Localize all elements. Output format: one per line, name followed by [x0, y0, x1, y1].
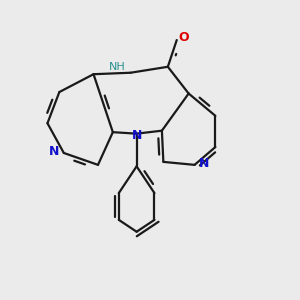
Text: N: N	[49, 145, 59, 158]
Text: N: N	[199, 157, 209, 170]
Text: NH: NH	[109, 62, 126, 72]
Text: N: N	[131, 129, 142, 142]
Text: O: O	[178, 31, 189, 44]
